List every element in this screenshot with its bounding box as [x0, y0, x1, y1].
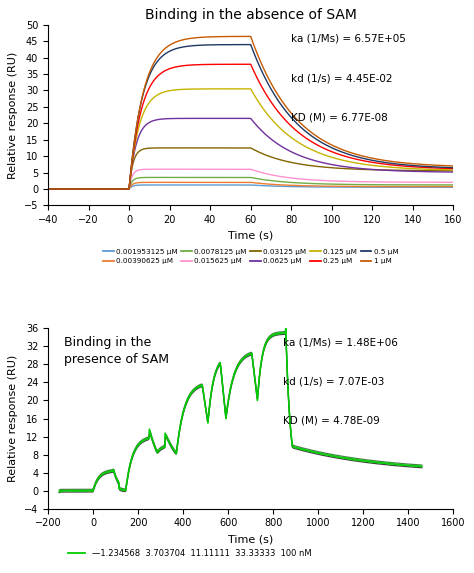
X-axis label: Time (s): Time (s) — [228, 230, 273, 241]
Text: ka (1/Ms) = 1.48E+06

kd (1/s) = 7.07E-03

KD (M) = 4.78E-09: ka (1/Ms) = 1.48E+06 kd (1/s) = 7.07E-03… — [283, 337, 398, 426]
Text: Binding in the
presence of SAM: Binding in the presence of SAM — [64, 336, 169, 366]
Legend: —1.234568  3.703704  11.11111  33.33333  100 nM: —1.234568 3.703704 11.11111 33.33333 100… — [65, 545, 315, 561]
Legend: 0.001953125 μM, 0.00390625 μM, 0.0078125 μM, 0.015625 μM, 0.03125 μM, 0.0625 μM,: 0.001953125 μM, 0.00390625 μM, 0.0078125… — [103, 249, 398, 264]
Text: ka (1/Ms) = 6.57E+05

kd (1/s) = 4.45E-02

KD (M) = 6.77E-08: ka (1/Ms) = 6.57E+05 kd (1/s) = 4.45E-02… — [291, 34, 406, 122]
Title: Binding in the absence of SAM: Binding in the absence of SAM — [145, 9, 356, 22]
Y-axis label: Relative response (RU): Relative response (RU) — [9, 52, 18, 179]
Y-axis label: Relative response (RU): Relative response (RU) — [9, 355, 18, 482]
X-axis label: Time (s): Time (s) — [228, 534, 273, 544]
